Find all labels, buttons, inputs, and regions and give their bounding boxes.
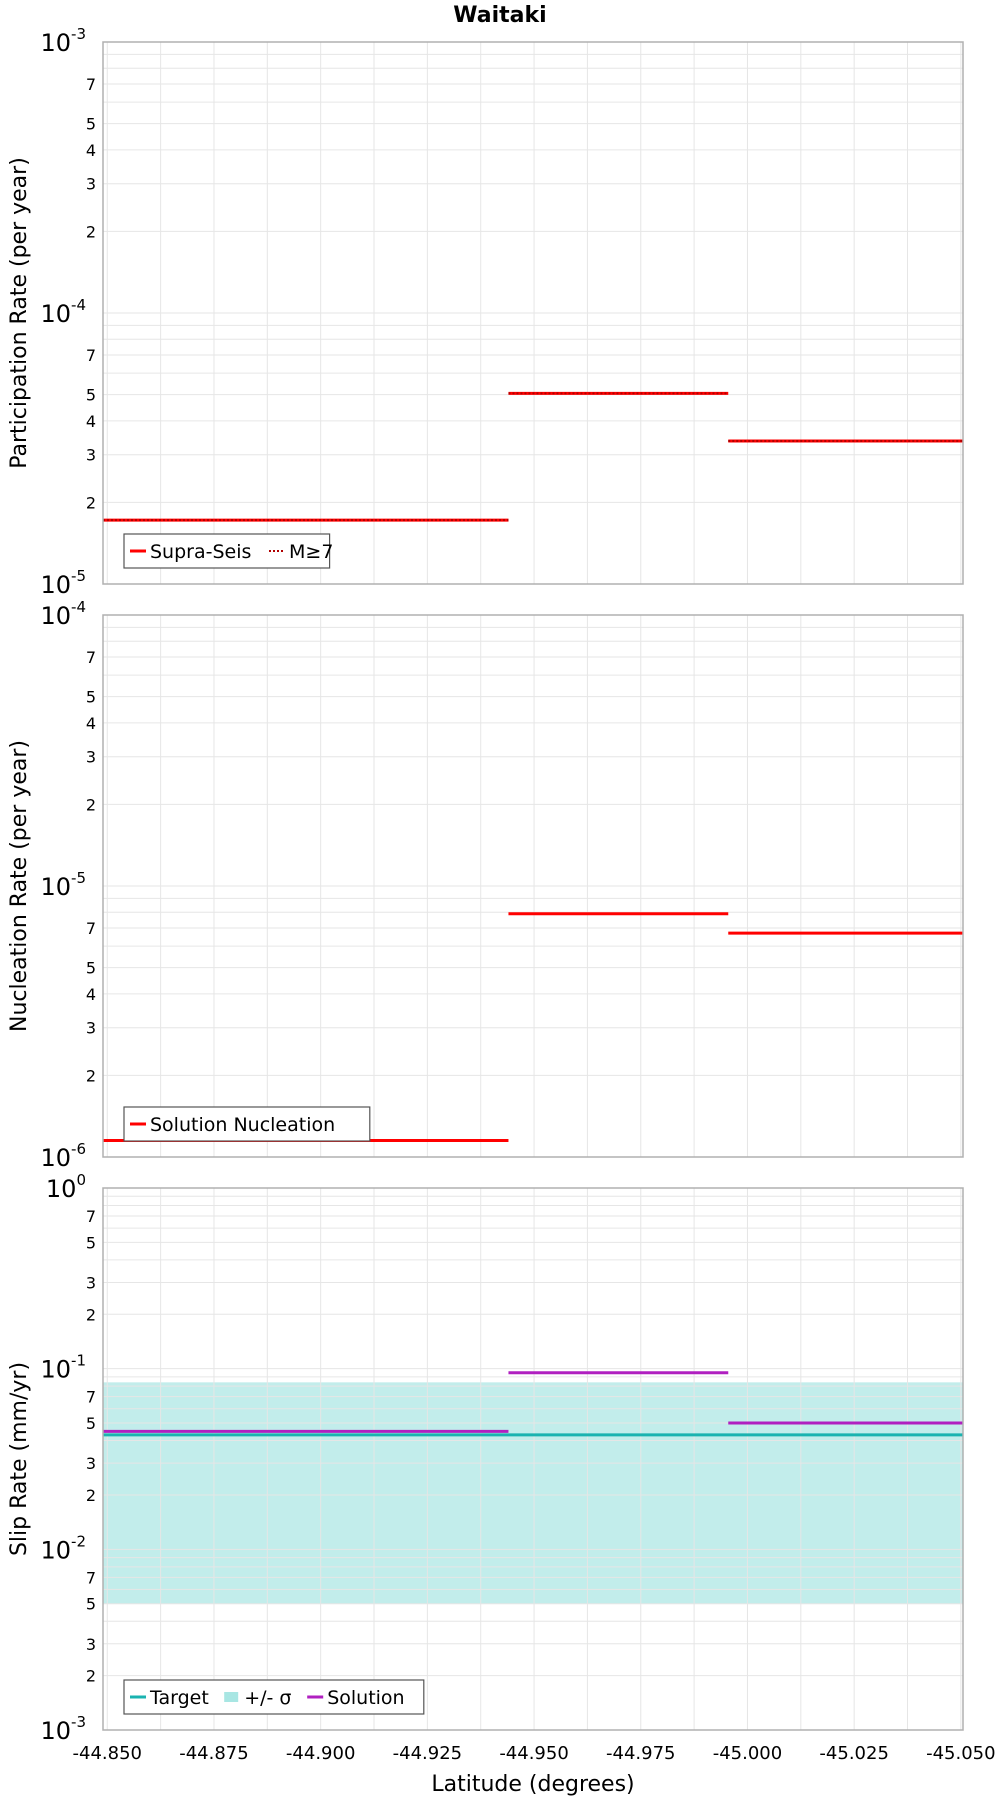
legend-box — [123, 1106, 371, 1142]
y-axis-label: Nucleation Rate (per year) — [7, 740, 32, 1032]
plot-frame — [102, 41, 964, 585]
y-tick-major-label: 100 — [46, 1171, 86, 1203]
x-axis-label: Latitude (degrees) — [431, 1772, 634, 1797]
legend-label: Solution Nucleation — [150, 1114, 335, 1136]
y-tick-minor-label: 7 — [86, 1207, 96, 1226]
y-tick-minor-label: 2 — [86, 795, 96, 814]
y-tick-major-label: 10-4 — [40, 598, 86, 630]
y-tick-minor-label: 3 — [86, 1635, 96, 1654]
y-tick-minor-label: 2 — [86, 222, 96, 241]
y-tick-minor-label: 4 — [86, 985, 96, 1004]
y-tick-minor-label: 7 — [86, 75, 96, 94]
legend-label: +/- σ — [244, 1687, 291, 1709]
y-tick-minor-label: 5 — [86, 1595, 96, 1614]
y-tick-major-label: 10-5 — [40, 869, 86, 901]
y-tick-minor-label: 3 — [86, 1273, 96, 1292]
x-tick-label: -45.050 — [926, 1743, 995, 1764]
y-tick-major-label: 10-5 — [40, 567, 86, 599]
y-tick-minor-label: 4 — [86, 412, 96, 431]
y-tick-major-label: 10-6 — [40, 1140, 86, 1172]
y-tick-minor-label: 3 — [86, 175, 96, 194]
legend-swatch — [224, 1692, 239, 1702]
plot-frame — [102, 1187, 964, 1731]
x-tick-label: -44.975 — [606, 1743, 675, 1764]
legend-label: Solution — [327, 1687, 404, 1709]
x-tick-label: -45.000 — [713, 1743, 782, 1764]
y-tick-minor-label: 2 — [86, 1667, 96, 1686]
y-tick-minor-label: 3 — [86, 1454, 96, 1473]
y-tick-minor-label: 2 — [86, 493, 96, 512]
panel-2: 10-4 10-5 10-6 7 5 4 3 2 7 5 4 3 2 Nucleation Rate (p… — [7, 598, 964, 1172]
x-tick-label: -44.875 — [179, 1743, 248, 1764]
y-tick-minor-label: 7 — [86, 346, 96, 365]
legend-box — [123, 1679, 425, 1715]
plot-frame — [102, 614, 964, 1158]
y-tick-minor-label: 4 — [86, 714, 96, 733]
y-tick-minor-label: 5 — [86, 688, 96, 707]
y-tick-minor-label: 7 — [86, 1388, 96, 1407]
y-tick-minor-label: 2 — [86, 1066, 96, 1085]
x-tick-label: -44.950 — [499, 1743, 568, 1764]
y-tick-major-label: 10-1 — [40, 1352, 86, 1384]
y-tick-minor-label: 2 — [86, 1486, 96, 1505]
x-tick-label: -45.025 — [819, 1743, 888, 1764]
panel-1: 10-3 10-4 10-5 7 5 4 3 2 7 5 4 3 2 Participation Rate… — [7, 25, 964, 599]
x-tick-label: -44.900 — [286, 1743, 355, 1764]
y-tick-major-label: 10-3 — [40, 1713, 86, 1745]
y-tick-minor-label: 3 — [86, 748, 96, 767]
legend-label: M≥7 — [289, 541, 333, 563]
y-tick-minor-label: 4 — [86, 141, 96, 160]
panel-3: 100 10-1 10-2 10-3 7 5 3 2 7 5 3 2 7 5 3 2 Slip Rate (mm… — [7, 1171, 996, 1764]
y-tick-minor-label: 5 — [86, 959, 96, 978]
y-axis-label: Participation Rate (per year) — [7, 157, 32, 469]
legend-label: Target — [149, 1687, 209, 1709]
y-tick-minor-label: 5 — [86, 1414, 96, 1433]
y-tick-minor-label: 7 — [86, 1568, 96, 1587]
y-tick-minor-label: 2 — [86, 1305, 96, 1324]
legend: Supra-Seis M≥7 — [123, 533, 333, 569]
chart-title: Waitaki — [453, 3, 546, 28]
sigma-band — [103, 1382, 963, 1604]
y-tick-minor-label: 5 — [86, 115, 96, 134]
y-tick-major-label: 10-2 — [40, 1532, 86, 1564]
y-tick-minor-label: 5 — [86, 1233, 96, 1252]
y-tick-major-label: 10-3 — [40, 25, 86, 57]
y-tick-minor-label: 7 — [86, 648, 96, 667]
legend: Target +/- σ Solution — [123, 1679, 425, 1715]
y-tick-major-label: 10-4 — [40, 296, 86, 328]
y-tick-minor-label: 3 — [86, 1019, 96, 1038]
y-tick-minor-label: 7 — [86, 919, 96, 938]
y-tick-minor-label: 3 — [86, 446, 96, 465]
y-axis-label: Slip Rate (mm/yr) — [7, 1362, 32, 1556]
x-tick-label: -44.850 — [73, 1743, 142, 1764]
legend-box — [123, 533, 331, 569]
y-tick-minor-label: 5 — [86, 386, 96, 405]
x-tick-label: -44.925 — [393, 1743, 462, 1764]
legend: Solution Nucleation — [123, 1106, 371, 1142]
legend-label: Supra-Seis — [150, 541, 251, 563]
